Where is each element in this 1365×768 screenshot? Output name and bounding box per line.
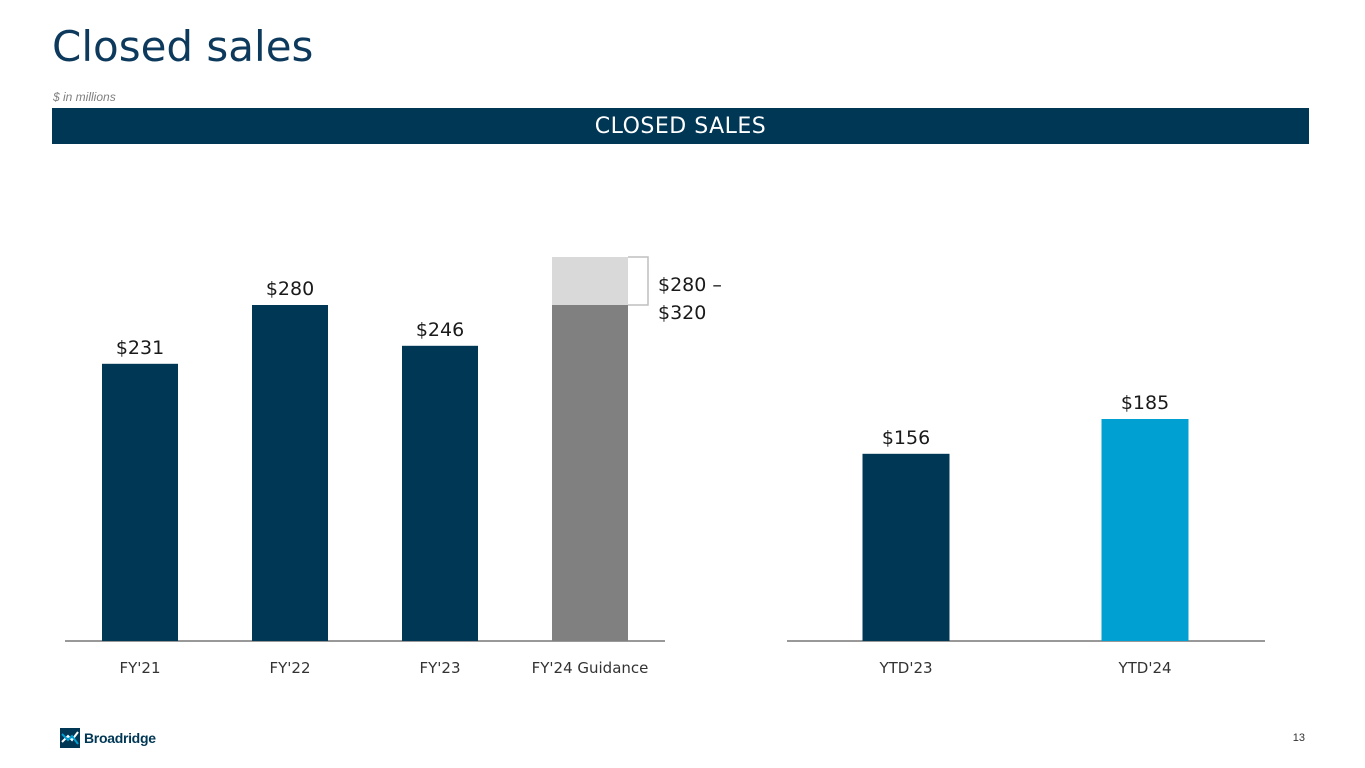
bar-value-label: $280 <box>266 278 314 300</box>
bar-value-label: $231 <box>116 337 164 359</box>
x-tick-label: FY'21 <box>119 659 160 677</box>
bar <box>102 363 178 641</box>
page-title: Closed sales <box>52 22 314 71</box>
bar <box>1101 419 1189 641</box>
logo-text: Broadridge <box>84 730 156 746</box>
x-tick-label: YTD'24 <box>1117 659 1171 677</box>
x-tick-label: YTD'23 <box>878 659 932 677</box>
units-note: $ in millions <box>53 90 116 104</box>
page-number: 13 <box>1292 732 1305 744</box>
broadridge-logo: Broadridge <box>60 728 156 748</box>
bar <box>862 453 950 641</box>
bar <box>402 345 478 641</box>
bar <box>552 305 628 641</box>
guidance-range-label-high: $320 <box>658 302 706 324</box>
x-tick-label: FY'22 <box>269 659 310 677</box>
x-tick-label: FY'24 Guidance <box>532 659 649 677</box>
section-banner: CLOSED SALES <box>52 108 1309 144</box>
x-tick-label: FY'23 <box>419 659 460 677</box>
guidance-range-label-low: $280 – <box>658 274 722 296</box>
bar-value-label: $185 <box>1121 392 1169 414</box>
bar-value-label: $156 <box>882 427 930 449</box>
bar-value-label: $246 <box>416 319 464 341</box>
broadridge-logo-icon <box>60 728 80 748</box>
bar <box>252 305 328 641</box>
guidance-range-bracket <box>628 256 649 306</box>
guidance-range-bar <box>552 257 628 305</box>
